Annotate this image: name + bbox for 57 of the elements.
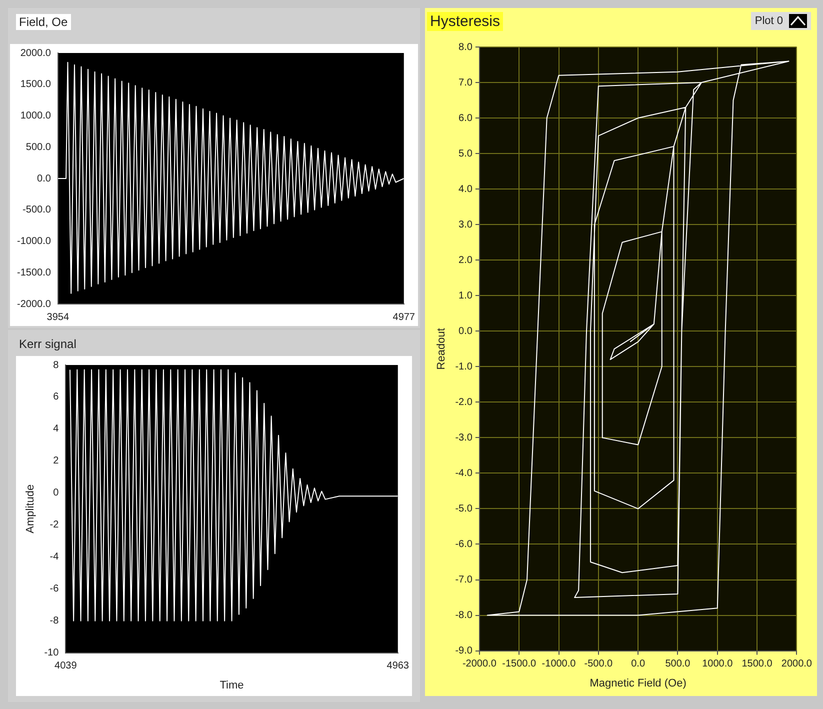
y-tick-label: 6 <box>53 392 60 403</box>
y-tick-label: 5.0 <box>458 148 473 160</box>
x-tick-label: -1000.0 <box>542 658 576 670</box>
x-tick-label: 0.0 <box>631 658 646 670</box>
y-tick-label: -1500.0 <box>16 267 52 278</box>
y-tick-label: -2 <box>50 520 60 531</box>
chart-title: Field, Oe <box>16 14 71 30</box>
y-tick-label: 4.0 <box>458 184 473 195</box>
x-tick-label: 500.0 <box>665 658 691 670</box>
x-tick-label: -500.0 <box>584 658 614 670</box>
y-tick-label: 2000.0 <box>20 48 52 59</box>
y-tick-label: -3.0 <box>455 432 473 444</box>
y-tick-label: 8 <box>53 360 60 371</box>
y-tick-label: -500.0 <box>22 204 52 216</box>
y-tick-label: -8 <box>50 616 60 627</box>
y-tick-label: 7.0 <box>458 77 473 88</box>
y-tick-label: 1.0 <box>458 290 473 302</box>
y-tick-label: -1.0 <box>455 361 473 372</box>
y-tick-label: 2.0 <box>458 254 473 266</box>
y-tick-label: 0 <box>53 488 60 499</box>
y-tick-label: 1500.0 <box>20 79 52 90</box>
y-tick-label: -4 <box>50 552 60 563</box>
y-tick-label: 500.0 <box>26 142 52 153</box>
x-tick-label: 4963 <box>386 660 410 672</box>
y-tick-label: 6.0 <box>458 112 473 124</box>
x-tick-label: -1500.0 <box>502 658 536 670</box>
y-tick-label: 3.0 <box>458 219 473 230</box>
y-tick-label: -2000.0 <box>16 298 52 310</box>
y-tick-label: 4 <box>53 424 60 435</box>
y-tick-label: -1000.0 <box>16 236 52 247</box>
y-tick-label: -7.0 <box>455 574 473 586</box>
x-tick-label: 1000.0 <box>702 658 734 670</box>
y-tick-label: -6.0 <box>455 538 473 550</box>
chart-title: Kerr signal <box>18 336 78 352</box>
y-tick-label: 1000.0 <box>20 110 52 122</box>
x-tick-label: 3954 <box>46 312 70 323</box>
y-tick-label: 2 <box>53 456 60 467</box>
y-tick-label: -6 <box>50 584 60 595</box>
x-tick-label: 1500.0 <box>742 658 773 670</box>
x-tick-label: 4039 <box>54 660 78 672</box>
x-axis-title: Time <box>220 679 244 692</box>
legend-label: Plot 0 <box>754 15 783 27</box>
y-axis-title: Readout <box>436 328 448 370</box>
y-tick-label: -10 <box>44 648 60 659</box>
y-tick-label: 8.0 <box>458 42 473 53</box>
y-tick-label: -2.0 <box>455 396 473 408</box>
y-tick-label: -5.0 <box>455 503 473 514</box>
x-tick-label: 4977 <box>392 312 416 323</box>
y-axis-title: Amplitude <box>24 484 37 534</box>
x-axis-title: Magnetic Field (Oe) <box>590 677 686 690</box>
y-tick-label: -4.0 <box>455 468 473 479</box>
y-tick-label: -9.0 <box>455 646 473 657</box>
chart-title: Hysteresis <box>427 12 504 31</box>
x-tick-label: 2000.0 <box>781 658 812 670</box>
y-tick-label: 0.0 <box>458 326 473 337</box>
y-tick-label: 0.0 <box>37 173 52 184</box>
y-tick-label: -8.0 <box>455 610 473 622</box>
